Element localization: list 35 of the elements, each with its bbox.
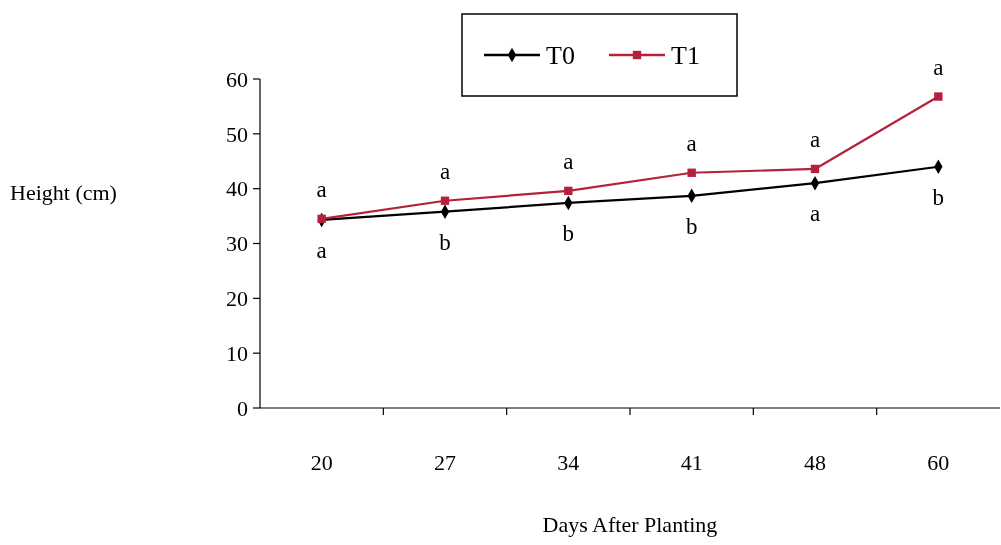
x-tick-label: 20 [310,450,333,475]
annotation: a [809,201,821,227]
y-tick-label: 40 [226,176,248,202]
point [440,196,450,205]
point [687,168,696,177]
point [810,164,820,174]
legend-label: T1 [671,41,700,71]
annotation: b [562,220,575,246]
y-tick-label: 30 [226,231,248,257]
y-tick-label: 60 [226,66,248,92]
annotation: a [316,176,327,202]
point [934,92,943,101]
y-tick-label: 50 [226,121,248,147]
annotation: a [809,126,821,152]
x-tick-label: 41 [680,450,703,475]
x-tick-label: 60 [927,450,950,475]
y-axis-title: Height (cm) [10,180,117,205]
legend-label: T0 [546,41,575,71]
annotation: a [439,158,451,184]
annotation: a [933,54,944,80]
y-tick-label: 20 [226,286,248,312]
y-tick-label: 0 [237,395,248,421]
x-tick-label: 48 [804,450,826,475]
x-axis-title: Days After Planting [542,512,718,537]
annotation: a [316,237,327,263]
y-tick-label: 10 [226,340,248,366]
annotation: b [932,184,945,210]
x-tick-label: 27 [434,450,456,475]
annotation: b [685,213,698,239]
point [317,214,326,224]
annotation: b [439,229,451,255]
x-tick-label: 34 [557,450,580,475]
annotation: a [563,148,574,174]
annotation: a [686,130,697,156]
point [564,186,573,196]
